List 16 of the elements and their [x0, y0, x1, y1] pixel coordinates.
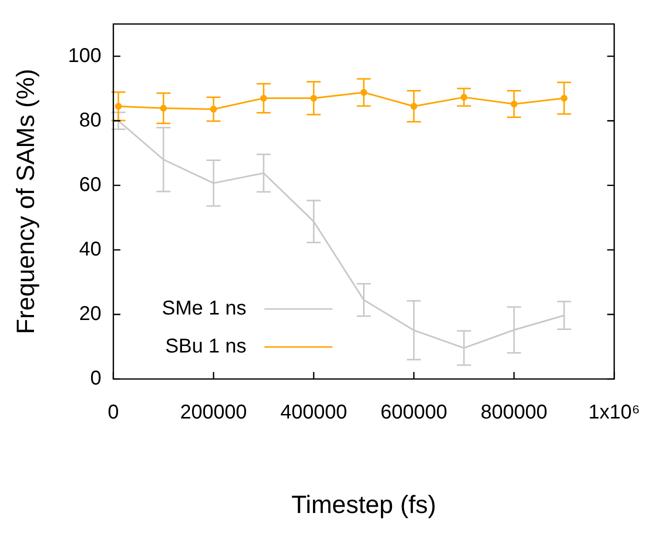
y-tick-label: 60: [79, 174, 102, 196]
x-tick-label: 600000: [380, 402, 448, 424]
x-tick-label: 1x10⁶: [588, 402, 640, 424]
y-tick-label: 80: [79, 109, 102, 132]
x-axis-title: Timestep (fs): [291, 490, 436, 519]
x-tick-label: 0: [108, 402, 119, 424]
y-axis-title: Frequency of SAMs (%): [12, 68, 40, 334]
y-tick-label: 0: [90, 368, 102, 390]
x-tick-label: 800000: [480, 402, 548, 424]
y-tick-label: 20: [79, 302, 102, 325]
x-tick-label: 400000: [280, 402, 348, 424]
y-tick-label: 100: [68, 44, 102, 67]
legend-label: SBu 1 ns: [165, 336, 246, 358]
legend-label: SMe 1 ns: [162, 298, 246, 320]
y-tick-label: 40: [79, 238, 102, 260]
x-tick-label: 200000: [180, 402, 247, 424]
